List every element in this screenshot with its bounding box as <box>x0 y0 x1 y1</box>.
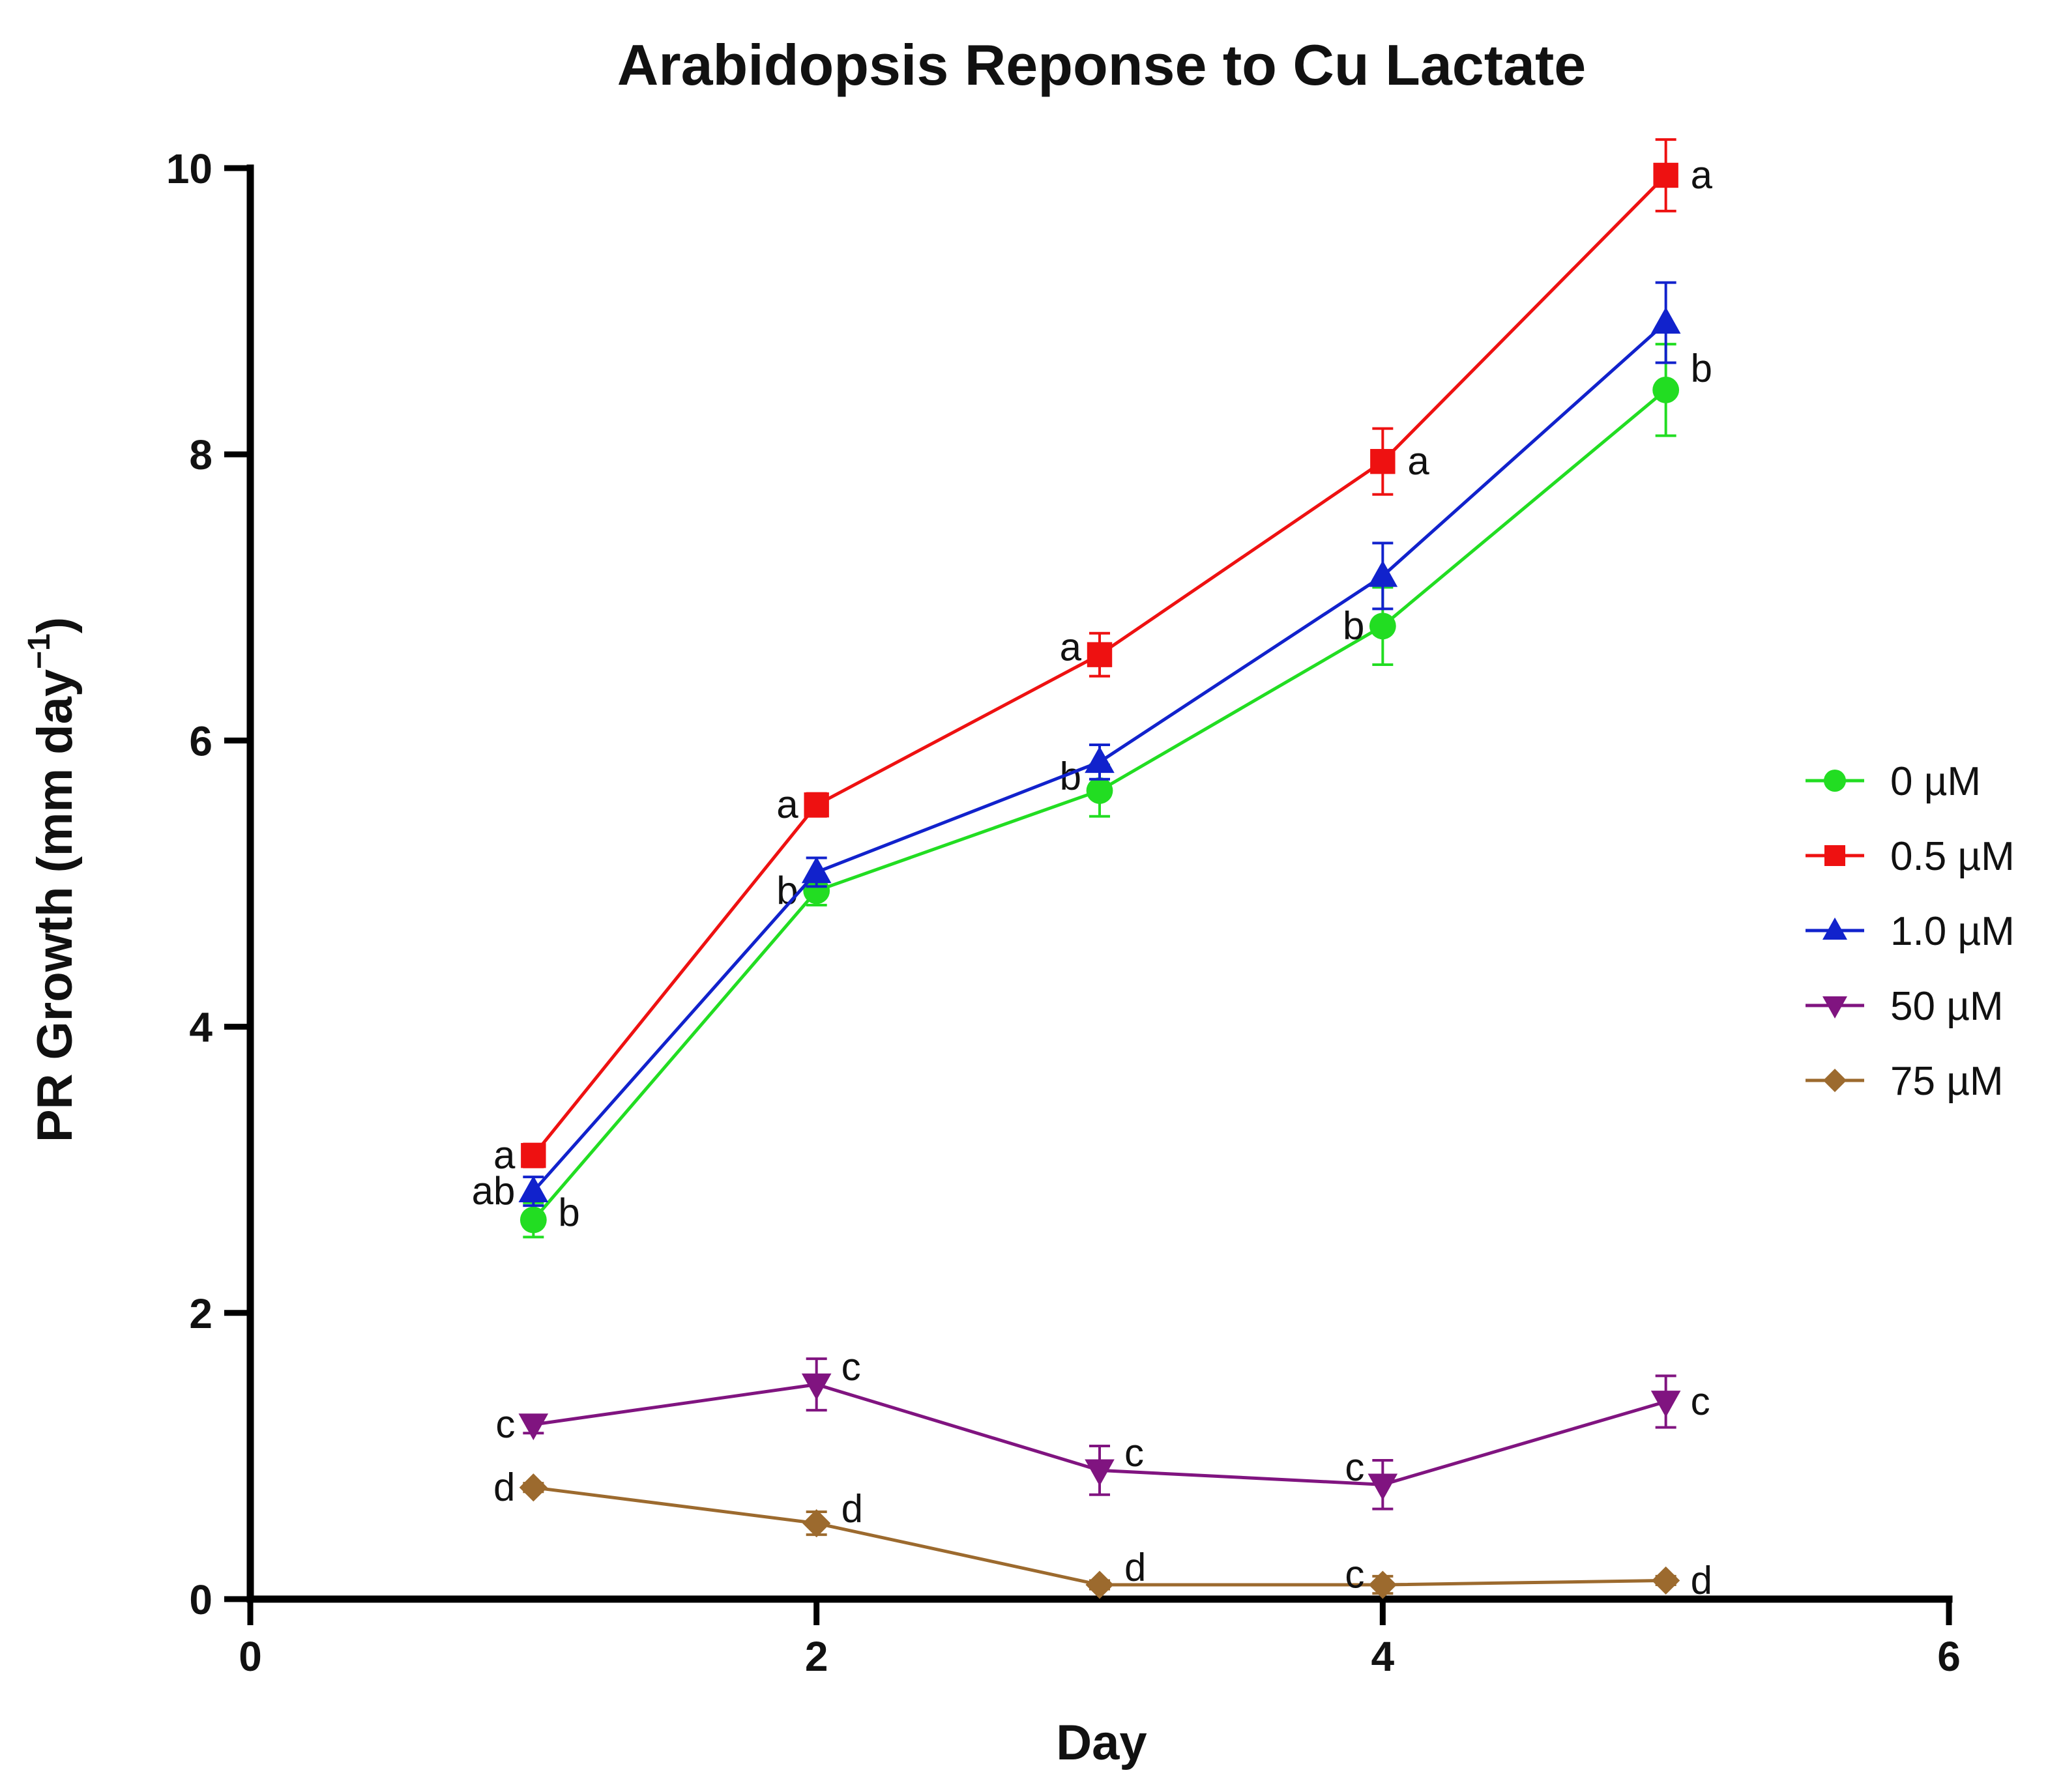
legend: 0 µM 0.5 µM 1.0 µM 50 µM 75 µM <box>1806 759 2015 1104</box>
x-tick-label: 6 <box>1937 1633 1961 1680</box>
y-tick-label: 0 <box>189 1576 212 1623</box>
y-axis-label-main: PR Growth (mm day <box>27 669 83 1142</box>
data-point <box>521 1143 546 1168</box>
significance-label: b <box>558 1191 579 1234</box>
series-2: a a a a a <box>493 138 1713 1177</box>
data-point <box>1085 1459 1115 1486</box>
significance-label: a <box>1060 626 1082 669</box>
legend-item: 1.0 µM <box>1806 909 2015 954</box>
legend-marker <box>1824 845 1845 866</box>
data-point <box>803 877 830 904</box>
data-point <box>518 1413 549 1441</box>
series-4: c c c c c <box>495 1345 1710 1510</box>
significance-label: d <box>1691 1558 1712 1602</box>
y-axis-label: PR Growth (mm day−1) <box>22 617 83 1142</box>
legend-label: 75 µM <box>1890 1059 2004 1104</box>
significance-label: d <box>1124 1546 1146 1589</box>
data-point <box>1368 1570 1397 1599</box>
significance-label: a <box>493 1133 516 1177</box>
series-line <box>533 1486 1666 1587</box>
data-point <box>1369 613 1396 640</box>
significance-label: a <box>1407 439 1429 483</box>
x-tick-label: 2 <box>805 1633 828 1680</box>
y-axis-label-close: ) <box>27 617 83 633</box>
data-point <box>518 1176 549 1202</box>
chart-title: Arabidopsis Reponse to Cu Lactate <box>617 33 1586 97</box>
legend-item: 0.5 µM <box>1806 834 2015 879</box>
y-tick-label: 10 <box>166 145 212 192</box>
significance-label: c <box>495 1402 515 1446</box>
data-point <box>1370 448 1396 474</box>
series-3: ab <box>472 281 1681 1213</box>
axes: 0 2 4 6 0 2 4 6 8 10 <box>166 145 1961 1680</box>
y-tick-label: 8 <box>189 431 212 478</box>
data-point <box>1368 1473 1398 1501</box>
significance-label: d <box>841 1487 863 1531</box>
significance-label: c <box>1345 1553 1364 1597</box>
legend-item: 50 µM <box>1806 984 2004 1029</box>
legend-item: 0 µM <box>1806 759 1981 804</box>
legend-marker <box>1824 770 1846 792</box>
data-point <box>1086 777 1113 804</box>
significance-label: c <box>1345 1445 1364 1489</box>
x-tick-label: 4 <box>1371 1633 1395 1680</box>
legend-label: 0 µM <box>1890 759 1981 804</box>
data-point <box>1652 1566 1680 1595</box>
significance-label: ab <box>472 1169 516 1213</box>
significance-label: a <box>1691 153 1713 197</box>
data-point <box>1085 746 1115 773</box>
legend-marker <box>1822 996 1847 1019</box>
data-point <box>802 1509 831 1538</box>
significance-label: b <box>1343 604 1364 648</box>
data-point <box>801 856 832 884</box>
data-point <box>519 1473 548 1502</box>
legend-marker <box>1822 918 1847 940</box>
data-point <box>1652 376 1680 403</box>
legend-label: 50 µM <box>1890 984 2004 1029</box>
data-point <box>519 1206 547 1234</box>
data-point <box>1087 642 1113 667</box>
data-point <box>804 792 829 818</box>
data-point <box>1650 307 1681 334</box>
y-tick-label: 2 <box>189 1290 212 1337</box>
significance-label: c <box>1691 1380 1710 1423</box>
y-axis-label-superscript: −1 <box>22 633 57 669</box>
legend-label: 0.5 µM <box>1890 834 2015 879</box>
y-tick-label: 4 <box>189 1004 212 1051</box>
data-point <box>1650 1391 1681 1417</box>
significance-label: d <box>493 1466 515 1509</box>
significance-label: a <box>776 783 798 826</box>
significance-label: c <box>841 1345 861 1389</box>
y-tick-label: 6 <box>189 717 212 764</box>
x-tick-label: 0 <box>239 1633 262 1680</box>
data-point <box>1653 162 1678 188</box>
series-5: d d d c d <box>493 1466 1712 1602</box>
legend-label: 1.0 µM <box>1890 909 2015 954</box>
data-point <box>1368 560 1398 587</box>
data-point <box>1085 1570 1114 1599</box>
legend-item: 75 µM <box>1806 1059 2004 1104</box>
significance-label: b <box>1691 346 1712 390</box>
significance-label: c <box>1124 1431 1144 1475</box>
data-point <box>801 1373 832 1400</box>
x-axis-label: Day <box>1056 1715 1147 1770</box>
legend-marker <box>1823 1069 1847 1092</box>
